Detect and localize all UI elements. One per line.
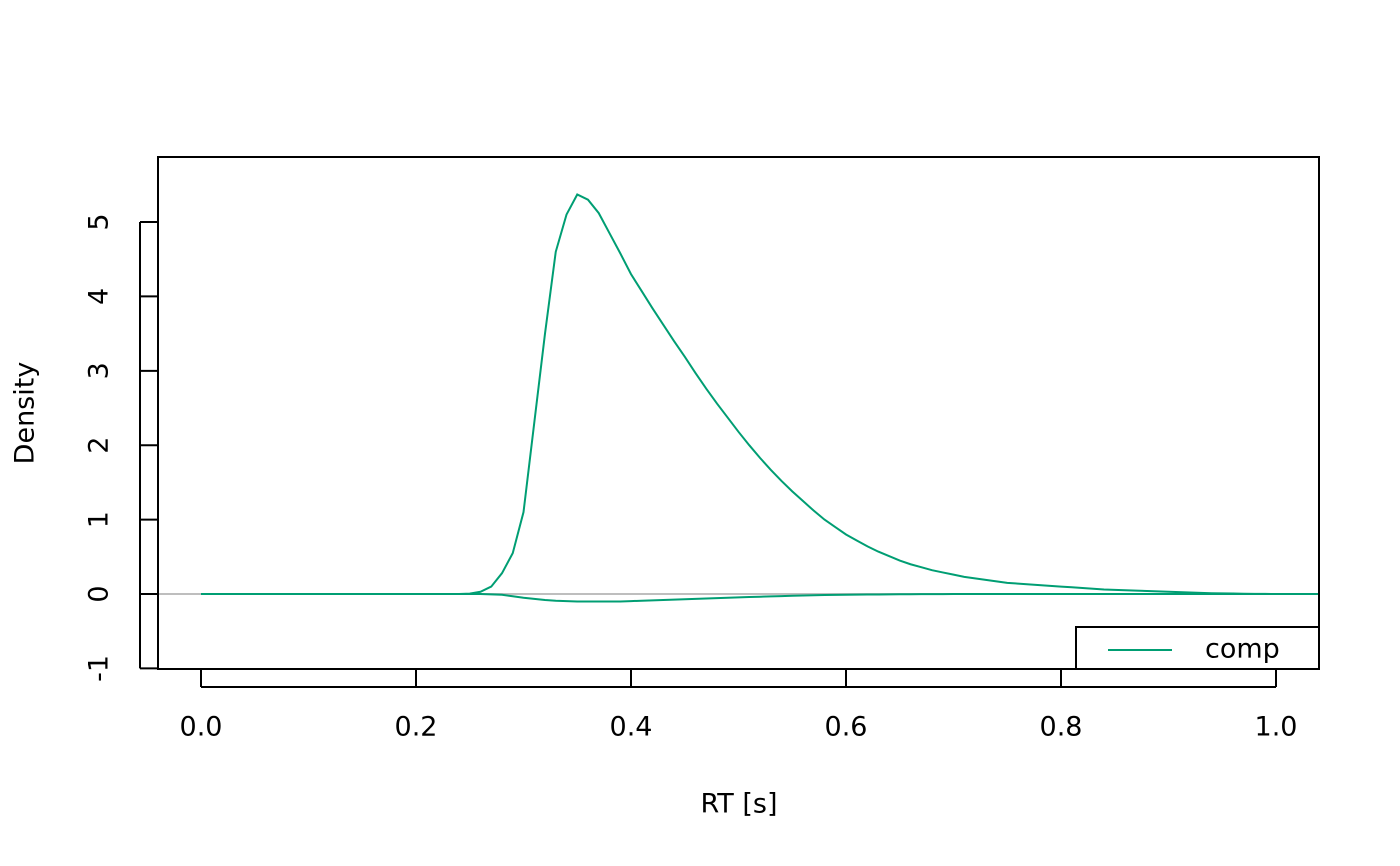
- y-axis-label: Density: [10, 362, 41, 465]
- x-axis-label: RT [s]: [700, 789, 777, 820]
- legend-label: comp: [1205, 634, 1280, 665]
- legend-box: [1075, 626, 1320, 670]
- x-tick-label: 0.0: [180, 712, 223, 743]
- y-tick-label: 1: [84, 511, 115, 528]
- x-tick-label: 0.8: [1040, 712, 1083, 743]
- x-tick-label: 0.6: [825, 712, 868, 743]
- x-tick-label: 0.2: [395, 712, 438, 743]
- data-line: [201, 193, 1319, 596]
- y-tick-label: -1: [84, 655, 115, 682]
- y-tick-label: 5: [84, 213, 115, 230]
- y-tick-label: 3: [84, 362, 115, 379]
- y-tick-label: 2: [84, 437, 115, 454]
- x-tick-label: 1.0: [1255, 712, 1298, 743]
- plot-border: [157, 156, 1320, 670]
- x-tick-label: 0.4: [610, 712, 653, 743]
- y-tick-label: 4: [84, 288, 115, 305]
- data-line: [201, 593, 1319, 603]
- y-tick-label: 0: [84, 585, 115, 602]
